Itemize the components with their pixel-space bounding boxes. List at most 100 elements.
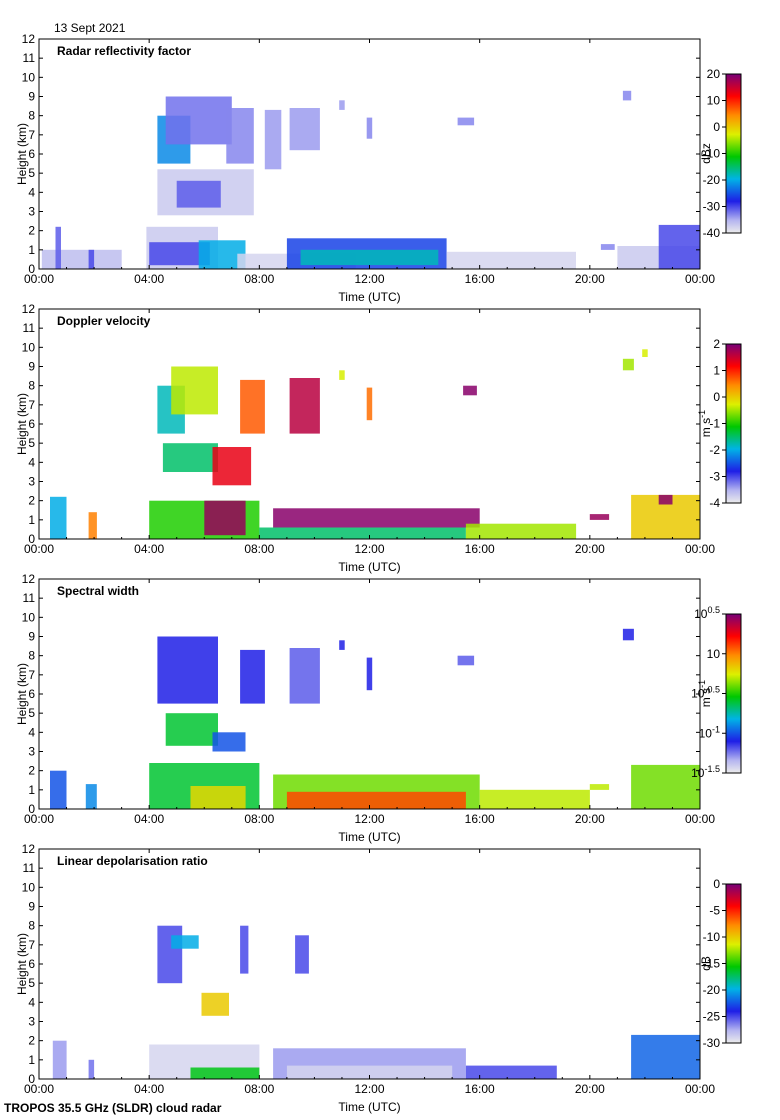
colorbar-tick-label: 20 — [707, 67, 721, 81]
echo-region-15 — [226, 108, 254, 164]
x-tick-label: 12:00 — [354, 542, 384, 556]
y-tick-label: 8 — [28, 109, 35, 123]
echo-region-21 — [642, 349, 648, 357]
y-tick-label: 4 — [28, 725, 35, 739]
y-tick-label: 12 — [22, 842, 36, 856]
colorbar-tick-label: 10 — [707, 647, 721, 661]
echo-region-2 — [88, 1059, 95, 1079]
colorbar-unit: dB — [699, 956, 713, 971]
echo-region-15 — [339, 640, 345, 650]
y-tick-label: 11 — [23, 321, 36, 335]
echo-region-8 — [589, 514, 610, 520]
echo-region-12 — [157, 636, 218, 704]
colorbar-tick-label: 10-0.5 — [691, 685, 720, 701]
echo-region-6 — [286, 791, 466, 810]
x-tick-label: 04:00 — [134, 812, 164, 826]
echo-region-9 — [157, 925, 183, 984]
echo-region-4 — [190, 1067, 260, 1079]
x-tick-label: 16:00 — [465, 272, 495, 286]
y-tick-label: 1 — [28, 243, 35, 257]
echo-region-8 — [631, 1034, 700, 1079]
echo-region-16 — [289, 378, 320, 434]
x-tick-label: 16:00 — [465, 542, 495, 556]
y-tick-label: 5 — [28, 436, 35, 450]
y-tick-label: 2 — [28, 224, 35, 238]
echo-region-1 — [50, 496, 67, 539]
colorbar — [725, 883, 742, 1044]
y-tick-label: 6 — [28, 147, 35, 161]
plot-area — [39, 39, 700, 269]
colorbar-tick-label: -3 — [709, 470, 720, 484]
y-tick-label: 2 — [28, 494, 35, 508]
y-tick-label: 8 — [28, 379, 35, 393]
y-tick-label: 9 — [28, 630, 35, 644]
colorbar-tick-label: -10 — [703, 930, 721, 944]
panel-4: Linear depolarisation ratio0123456789101… — [15, 842, 742, 1114]
y-tick-label: 11 — [23, 51, 36, 65]
echo-region-7 — [465, 1065, 557, 1079]
y-tick-label: 10 — [22, 340, 36, 354]
x-axis-label: Time (UTC) — [338, 1100, 400, 1114]
y-tick-label: 6 — [28, 417, 35, 431]
echo-region-1 — [50, 770, 67, 809]
y-tick-label: 5 — [28, 706, 35, 720]
echo-region-17 — [289, 108, 320, 151]
y-tick-label: 7 — [28, 398, 35, 412]
echo-region-12 — [240, 925, 249, 974]
data-layer — [50, 349, 700, 539]
echo-region-5 — [149, 242, 210, 266]
echo-region-4 — [190, 786, 246, 809]
x-axis-label: Time (UTC) — [338, 290, 400, 304]
echo-region-20 — [622, 358, 634, 371]
y-axis-label: Height (km) — [15, 393, 29, 455]
echo-region-11 — [201, 992, 229, 1016]
panel-title: Doppler velocity — [57, 314, 151, 328]
x-tick-label: 12:00 — [354, 272, 384, 286]
y-tick-label: 0 — [28, 802, 35, 816]
echo-region-11 — [162, 443, 218, 472]
y-tick-label: 1 — [28, 1053, 35, 1067]
colorbar-tick-label: -10 — [703, 147, 721, 161]
echo-region-19 — [463, 385, 477, 396]
y-tick-label: 11 — [23, 591, 36, 605]
x-tick-label: 16:00 — [465, 1082, 495, 1096]
echo-region-1 — [52, 1040, 67, 1079]
x-axis-label: Time (UTC) — [338, 830, 400, 844]
x-tick-label: 00:00 — [685, 1082, 715, 1096]
x-tick-label: 08:00 — [244, 542, 274, 556]
y-tick-label: 1 — [28, 513, 35, 527]
y-tick-label: 3 — [28, 1015, 35, 1029]
colorbar-tick-label: -4 — [709, 496, 720, 510]
colorbar — [725, 343, 742, 504]
y-tick-label: 4 — [28, 455, 35, 469]
y-tick-label: 0 — [28, 1072, 35, 1086]
x-axis-label: Time (UTC) — [338, 560, 400, 574]
x-tick-label: 04:00 — [134, 1082, 164, 1096]
colorbar-unit: m s-1 — [697, 410, 713, 437]
echo-region-10 — [658, 494, 673, 505]
x-tick-label: 20:00 — [575, 542, 605, 556]
colorbar-tick-label: -30 — [703, 1036, 721, 1050]
colorbar-tick-label: -2 — [709, 443, 720, 457]
colorbar-tick-label: 10-1.5 — [691, 764, 720, 780]
colorbar — [725, 613, 742, 774]
colorbar-tick-label: 100.5 — [694, 605, 720, 621]
date-label: 13 Sept 2021 — [54, 21, 126, 35]
x-tick-label: 20:00 — [575, 812, 605, 826]
y-tick-label: 8 — [28, 919, 35, 933]
y-tick-label: 7 — [28, 938, 35, 952]
echo-region-14 — [165, 96, 232, 145]
echo-region-19 — [366, 117, 373, 139]
x-tick-label: 00:00 — [24, 542, 54, 556]
x-tick-label: 00:00 — [24, 272, 54, 286]
plot-area — [39, 849, 700, 1079]
echo-region-7 — [465, 523, 577, 539]
panel-1: Radar reflectivity factor012345678910111… — [15, 32, 742, 304]
y-tick-label: 12 — [22, 572, 36, 586]
echo-region-5 — [259, 527, 466, 539]
colorbar-unit: dBz — [699, 143, 713, 164]
echo-region-14 — [289, 648, 320, 704]
colorbar-tick-label: -20 — [703, 983, 721, 997]
data-layer — [52, 925, 700, 1079]
colorbar-tick-label: -40 — [703, 226, 721, 240]
